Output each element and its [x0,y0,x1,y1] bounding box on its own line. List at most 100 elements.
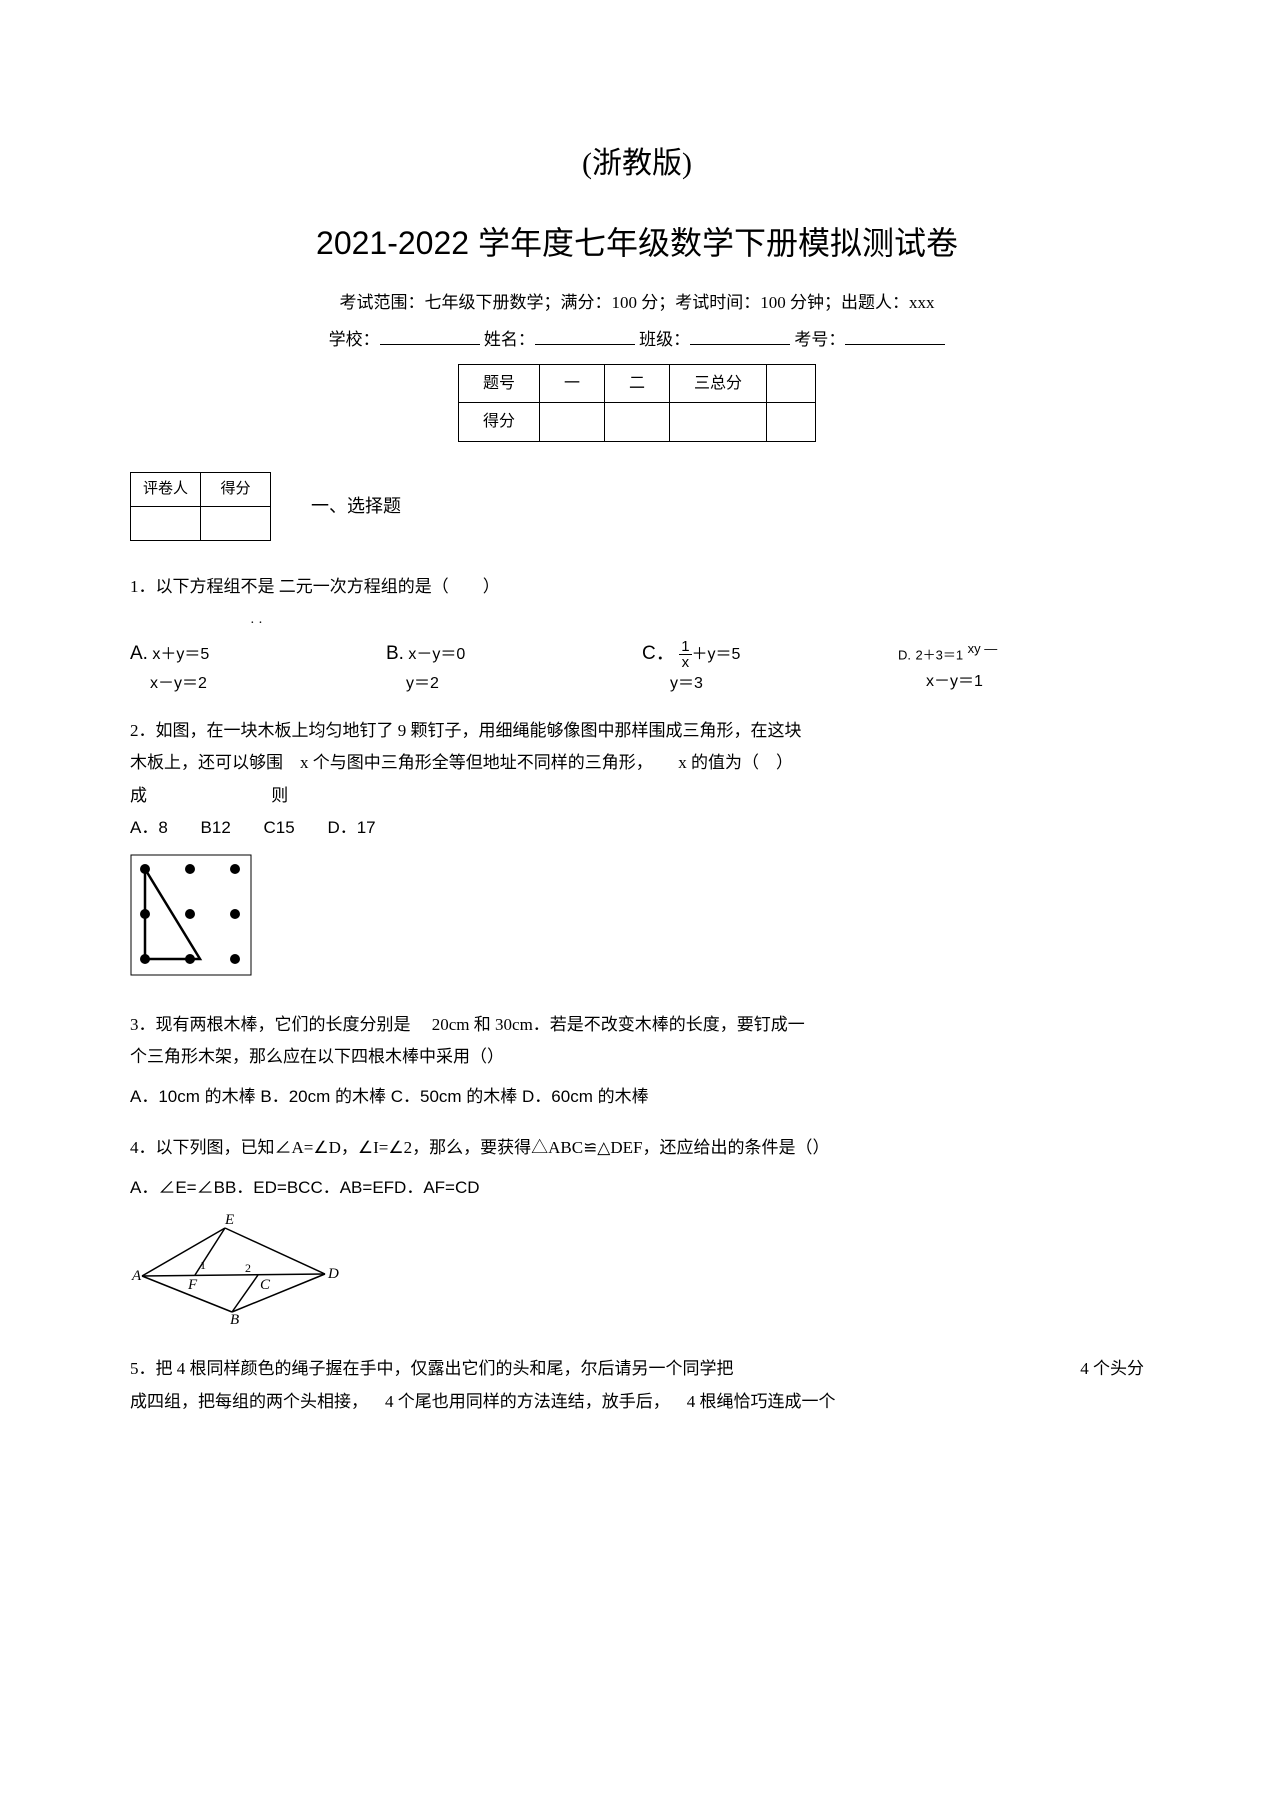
blank-school [380,328,480,345]
q2-line2: 木板上，还可以够围 x 个与图中三角形全等但地址不同样的三角形， x 的值为（ … [130,747,1144,779]
q1-options: A. x＋y＝5 x－y＝2 B. x－y＝0 y＝2 C． 1 x ＋y＝5 … [130,638,1144,697]
q3-options: A．10cm 的木棒 B．20cm 的木棒 C．50cm 的木棒 D．60cm … [130,1081,1144,1113]
q5-line1: 5．把 4 根同样颜色的绳子握在手中，仅露出它们的头和尾，尔后请另一个同学把 4… [130,1353,1144,1385]
cell [767,403,816,442]
cell: 一 [539,364,604,403]
q2-options: A．8 B12 C15 D．17 [130,812,1144,844]
label-class: 班级： [639,330,690,349]
q2-opt-c: C15 [264,818,295,837]
opt-label: A. [130,643,148,664]
angle-2: 2 [245,1261,251,1275]
q5-l2a: 成四组，把每组的两个头相接， [130,1392,368,1411]
score-table: 题号 一 二 三总分 得分 [458,364,816,442]
table-row: 评卷人 得分 [131,472,271,506]
q2-l2c: x 的值为（ ） [678,753,793,772]
eq: x－y＝2 [150,675,207,692]
vertex-D: D [327,1266,339,1282]
angle-1: 1 [200,1258,206,1272]
section-header-row: 评卷人 得分 一、选择题 [130,472,1144,541]
q4-options: A．∠E=∠BB．ED=BCC．AB=EFD．AF=CD [130,1172,1144,1204]
frac-den: x [679,655,691,670]
q2-l2a: 木板上，还可以够围 [130,753,283,772]
vertex-C: C [260,1277,271,1293]
fraction: 1 x [679,639,691,670]
table-row: 得分 [458,403,815,442]
label-school: 学校： [329,330,380,349]
student-fill-line: 学校： 姓名： 班级： 考号： [130,326,1144,353]
grader-table: 评卷人 得分 [130,472,271,541]
eq: y＝3 [670,675,703,692]
cell [539,403,604,442]
q2-l2b: x 个与图中三角形全等但地址不同样的三角形， [300,753,653,772]
q3-l1b: 20cm 和 30cm．若是不改变木棒的长度，要钉成一 [432,1015,805,1034]
q1-opt-a: A. x＋y＝5 x－y＝2 [130,638,376,697]
nail-board-svg [130,854,260,979]
page-title: 2021-2022 学年度七年级数学下册模拟测试卷 [130,218,1144,269]
q4-figure: E A F C D B 1 2 [130,1214,1144,1335]
vertex-A: A [131,1268,142,1284]
q1-text: 1．以下方程组不是 二元一次方程组的是（ ） [130,571,1144,603]
cell: 题号 [458,364,539,403]
vertex-E: E [224,1214,234,1228]
q1-opt-c: C． 1 x ＋y＝5 y＝3 [642,638,888,697]
triangle-diagram-svg: E A F C D B 1 2 [130,1214,340,1324]
q1-opt-d: D. 2＋3＝1 xy — x－y＝1 [898,638,1144,696]
eq: ＋y＝5 [692,646,741,663]
cell: 二 [605,364,670,403]
q2-opt-d: D．17 [327,818,375,837]
exam-info: 考试范围：七年级下册数学；满分：100 分；考试时间：100 分钟；出题人：xx… [130,289,1144,316]
q2-line1: 2．如图，在一块木板上均匀地钉了 9 颗钉子，用细绳能够像图中那样围成三角形，在… [130,715,1144,747]
vertex-F: F [187,1277,198,1293]
cell [670,403,767,442]
cell [131,506,201,540]
frac-num: 1 [679,639,691,655]
question-5: 5．把 4 根同样颜色的绳子握在手中，仅露出它们的头和尾，尔后请另一个同学把 4… [130,1353,1144,1418]
blank-id [845,328,945,345]
blank-name [535,328,635,345]
q5-line2: 成四组，把每组的两个头相接， 4 个尾也用同样的方法连结，放手后， 4 根绳恰巧… [130,1386,1144,1418]
q2-opt-a: A．8 [130,818,168,837]
question-3: 3．现有两根木棒，它们的长度分别是 20cm 和 30cm．若是不改变木棒的长度… [130,1009,1144,1114]
q2-line3: 成 则 [130,780,1144,812]
q1-dots: · · [250,611,1144,638]
cell: 得分 [458,403,539,442]
cell [767,364,816,403]
cell-score: 得分 [201,472,271,506]
edition-subtitle: (浙教版) [130,140,1144,188]
label-id: 考号： [794,330,845,349]
eq: x－y＝0 [408,646,465,663]
eq: xy — [968,641,998,656]
opt-label: B. [386,643,404,664]
table-row [131,506,271,540]
q3-line1: 3．现有两根木棒，它们的长度分别是 20cm 和 30cm．若是不改变木棒的长度… [130,1009,1144,1041]
opt-label: C． [642,643,675,664]
label-name: 姓名： [484,330,535,349]
question-4: 4．以下列图，已知∠A=∠D，∠I=∠2，那么，要获得△ABC≌△DEF，还应给… [130,1132,1144,1336]
table-row: 题号 一 二 三总分 [458,364,815,403]
q2-l3a: 成 [130,786,147,805]
cell-grader: 评卷人 [131,472,201,506]
question-2: 2．如图，在一块木板上均匀地钉了 9 颗钉子，用细绳能够像图中那样围成三角形，在… [130,715,1144,990]
q3-l1a: 3．现有两根木棒，它们的长度分别是 [130,1015,411,1034]
eq: 2＋3＝1 [915,647,963,662]
eq: x－y＝1 [926,673,983,690]
q5-l1a: 5．把 4 根同样颜色的绳子握在手中，仅露出它们的头和尾，尔后请另一个同学把 [130,1359,734,1378]
vertex-B: B [230,1312,239,1324]
eq: y＝2 [406,675,439,692]
q5-l1b: 4 个头分 [1080,1353,1144,1385]
cell [605,403,670,442]
section-title: 一、选择题 [311,492,401,521]
q5-l2b: 4 个尾也用同样的方法连结，放手后， [385,1392,670,1411]
q1-opt-b: B. x－y＝0 y＝2 [386,638,632,697]
q2-opt-b: B12 [201,818,231,837]
q5-l2c: 4 根绳恰巧连成一个 [687,1392,836,1411]
cell: 三总分 [670,364,767,403]
opt-label: D. [898,647,911,662]
q3-line2: 个三角形木架，那么应在以下四根木棒中采用（） [130,1041,1144,1073]
cell [201,506,271,540]
q2-l3b: 则 [271,786,288,805]
q4-line1: 4．以下列图，已知∠A=∠D，∠I=∠2，那么，要获得△ABC≌△DEF，还应给… [130,1132,1144,1164]
blank-class [690,328,790,345]
q2-figure [130,854,1144,990]
eq: x＋y＝5 [152,646,209,663]
